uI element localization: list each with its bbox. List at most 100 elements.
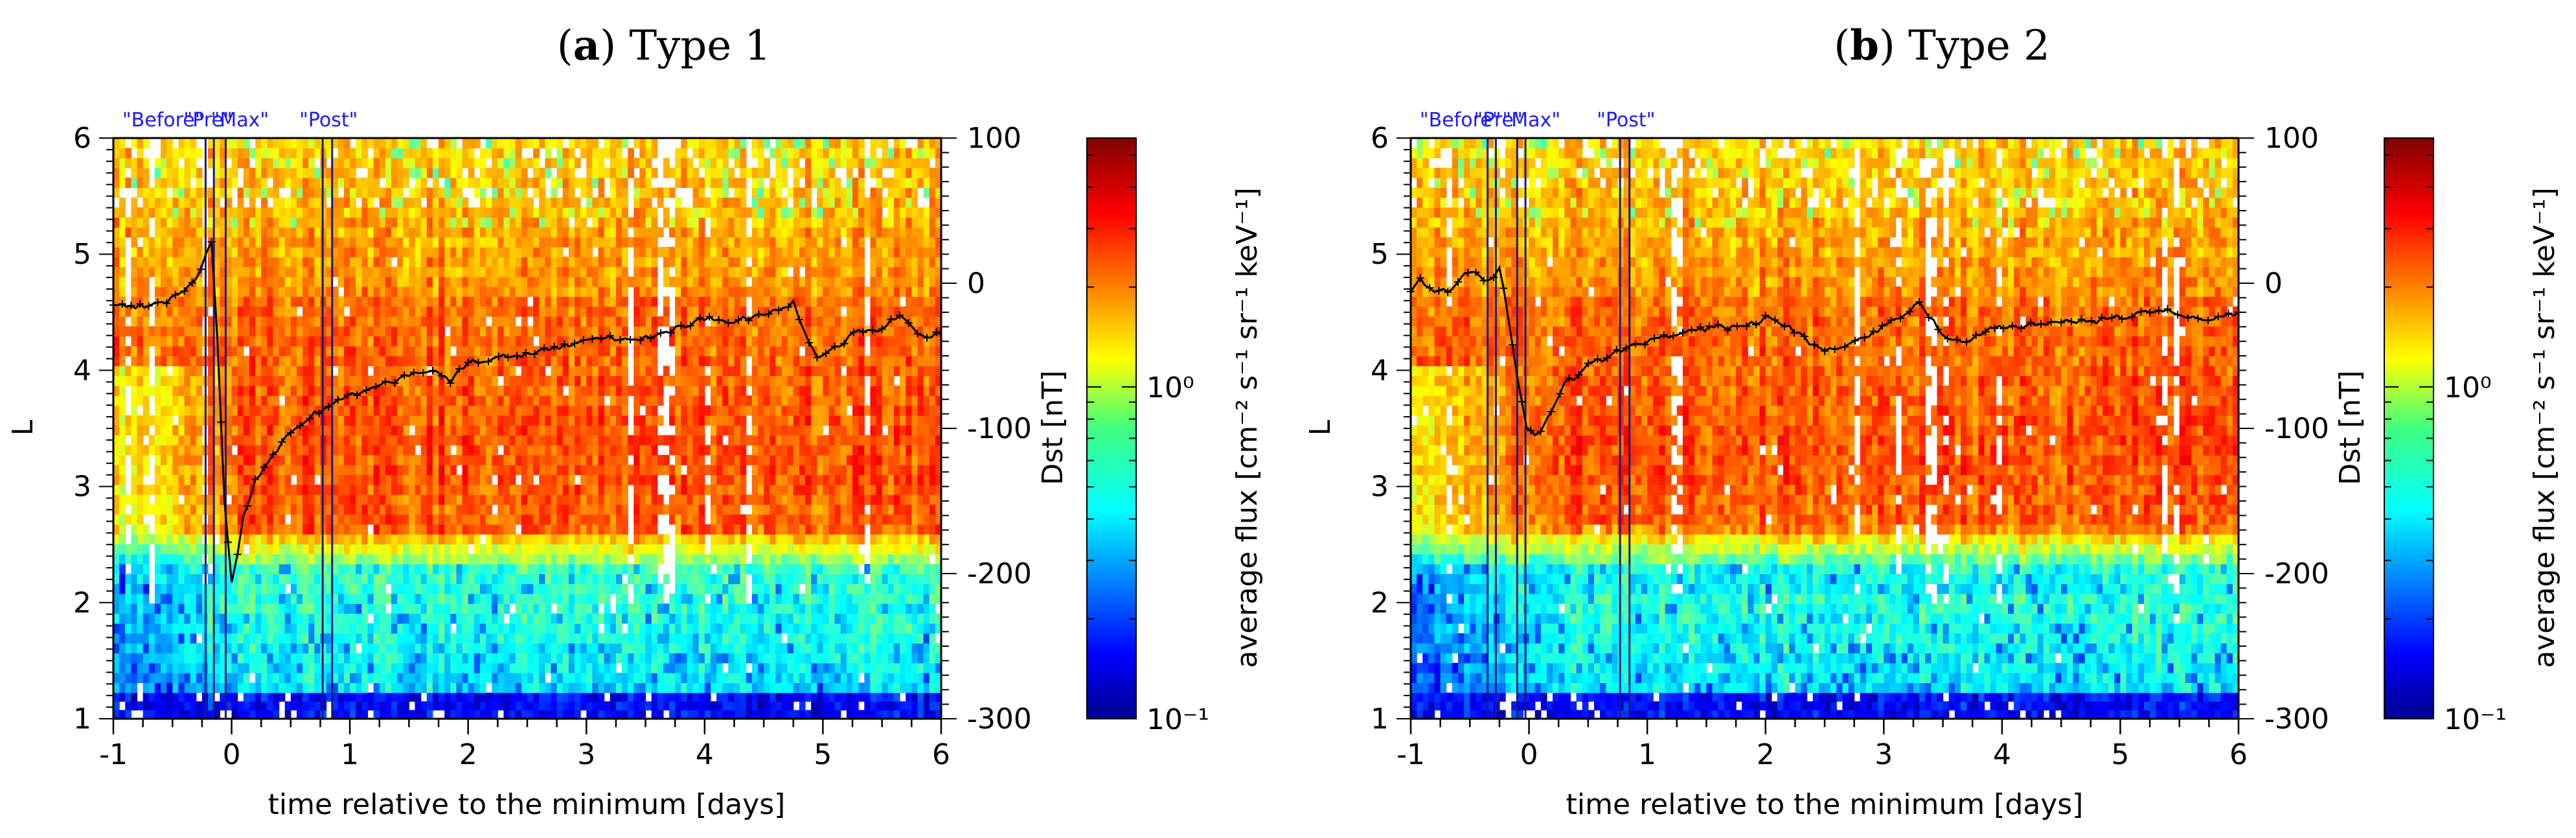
panel-a-heat-cell [456, 198, 462, 208]
panel-a-heat-cell [249, 376, 256, 386]
panel-a-heat-cell [244, 178, 250, 188]
panel-a-heat-cell [273, 307, 279, 317]
panel-a-heat-cell [592, 356, 598, 366]
panel-a-heat-cell [433, 544, 439, 554]
panel-a-heat-cell [533, 682, 540, 693]
panel-a-heat-cell [273, 504, 279, 515]
panel-a-heat-cell [308, 445, 315, 456]
panel-a-heat-cell [516, 267, 522, 277]
panel-a-heat-cell [427, 534, 433, 544]
panel-a-heat-cell [291, 346, 297, 356]
panel-a-heat-cell [273, 326, 279, 336]
panel-a-heat-cell [249, 286, 256, 297]
panel-a-heat-cell [439, 504, 445, 515]
panel-a-heat-cell [616, 504, 622, 515]
panel-a-heat-cell [633, 286, 640, 297]
panel-a-heat-cell [510, 257, 516, 267]
panel-a-heat-cell [575, 267, 581, 277]
panel-a-heat-cell [462, 237, 469, 248]
panel-a-heat-cell [433, 633, 439, 644]
panel-a-heat-cell [539, 207, 545, 218]
panel-a-heat-cell [385, 485, 392, 495]
panel-a-heat-cell [166, 544, 173, 554]
panel-a-heat-cell [161, 643, 167, 653]
panel-a-heat-cell [149, 633, 155, 644]
panel-a-heat-cell [291, 554, 297, 564]
panel-a-heat-cell [474, 682, 481, 693]
panel-a-heat-cell [462, 633, 469, 644]
panel-a-heat-cell [119, 307, 126, 317]
panel-a-heat-cell [338, 415, 345, 426]
panel-a-heat-cell [551, 623, 558, 634]
panel-a-heat-cell [616, 710, 622, 719]
panel-a-heat-cell [143, 168, 150, 178]
panel-a-heat-cell [131, 237, 137, 248]
panel-a-heat-cell [361, 584, 368, 594]
panel-a-heat-cell [592, 623, 598, 634]
panel-a-heat-cell [575, 653, 581, 664]
panel-a-heat-cell [592, 584, 598, 594]
panel-a-heat-cell [368, 455, 374, 465]
panel-a-heat-cell [255, 346, 262, 356]
panel-a-heat-cell [480, 158, 486, 169]
panel-a-heat-cell [533, 415, 540, 426]
panel-a-heat-cell [344, 286, 350, 297]
panel-a-heat-cell [427, 376, 433, 386]
panel-a-heat-cell [190, 673, 197, 683]
panel-a-heat-cell [403, 554, 409, 564]
panel-a-heat-cell [622, 415, 628, 426]
panel-a-heat-cell [249, 524, 256, 535]
panel-a-heat-cell [450, 178, 457, 188]
panel-a-heat-cell [279, 307, 286, 317]
panel-a-heat-cell [580, 574, 587, 584]
panel-a-heat-cell [178, 594, 185, 604]
panel-a-heat-cell [539, 316, 545, 327]
panel-a-heat-cell [415, 237, 422, 248]
panel-a-heat-cell [592, 663, 598, 673]
panel-a-heat-cell [232, 455, 238, 465]
panel-a-heat-cell [633, 336, 640, 347]
panel-a-heat-cell [580, 257, 587, 267]
panel-a-heat-cell [285, 673, 291, 683]
panel-a-heat-cell [374, 465, 380, 475]
panel-a-heat-cell [533, 257, 540, 267]
panel-a-heat-cell [439, 701, 445, 710]
panel-a-heat-cell [639, 376, 646, 386]
panel-a-heat-cell [533, 515, 540, 525]
panel-a-heat-cell [155, 277, 161, 287]
panel-a-heat-cell [580, 356, 587, 366]
panel-a-heat-cell [586, 257, 593, 267]
panel-a-heat-cell [185, 584, 191, 594]
panel-a-heat-cell [539, 524, 545, 535]
panel-a-heat-cell [563, 435, 569, 445]
panel-a-heat-cell [273, 524, 279, 535]
panel-a-heat-cell [380, 544, 386, 554]
panel-a-heat-cell [462, 307, 469, 317]
panel-a-heat-cell [586, 710, 593, 719]
panel-a-heat-cell [580, 386, 587, 396]
panel-a-heat-cell [374, 435, 380, 445]
panel-a-heat-cell [569, 495, 575, 505]
panel-a-heat-cell [450, 701, 457, 710]
panel-a-heat-cell [639, 653, 646, 664]
panel-a-heat-cell [575, 554, 581, 564]
panel-a-heat-cell [497, 643, 504, 653]
panel-a-heat-cell [190, 594, 197, 604]
panel-a-heat-cell [516, 307, 522, 317]
panel-a-heat-cell [468, 425, 475, 436]
panel-a-heat-cell [255, 316, 262, 327]
panel-a-heat-cell [356, 544, 362, 554]
panel-a-heat-cell [161, 138, 167, 148]
panel-a-heat-cell [575, 277, 581, 287]
panel-a-heat-cell [516, 247, 522, 257]
panel-a-heat-cell [374, 673, 380, 683]
panel-a-heat-cell [462, 465, 469, 475]
panel-a-heat-cell [616, 693, 622, 702]
panel-a-heat-cell [302, 425, 309, 436]
panel-a-heat-cell [427, 326, 433, 336]
panel-a-heat-cell [161, 554, 167, 564]
panel-a-heat-cell [267, 544, 273, 554]
panel-a-heat-cell [486, 534, 492, 544]
panel-a-heat-cell [533, 277, 540, 287]
panel-a-heat-cell [409, 584, 415, 594]
